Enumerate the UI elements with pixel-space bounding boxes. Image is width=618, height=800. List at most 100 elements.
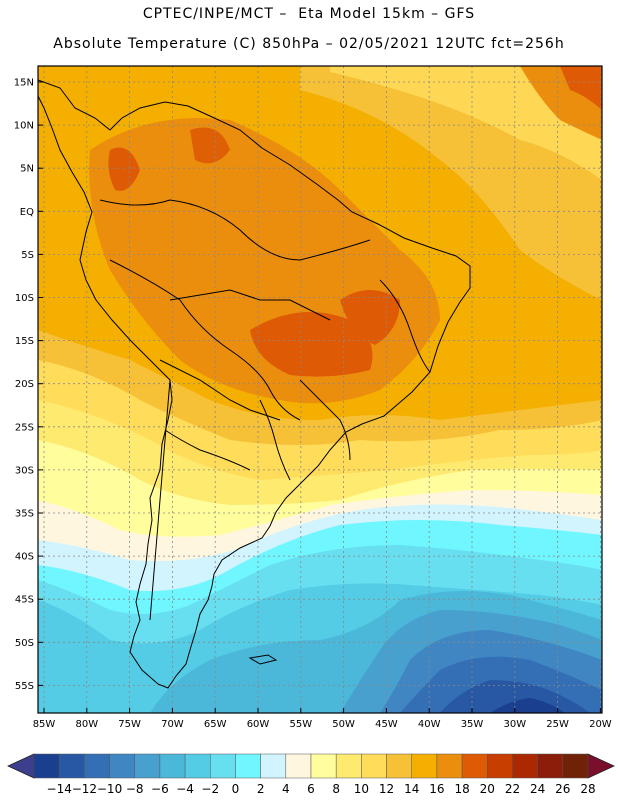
colorbar-tick-label: 2 bbox=[257, 782, 265, 796]
colorbar-swatch bbox=[562, 753, 589, 779]
lat-tick-label: 45S bbox=[15, 595, 34, 606]
colorbar-swatch bbox=[436, 753, 463, 779]
lon-tick-label: 20W bbox=[589, 719, 612, 730]
lat-tick-label: 40S bbox=[15, 552, 34, 563]
country-border-6 bbox=[149, 379, 171, 621]
coastlines-and-borders bbox=[38, 79, 471, 689]
field-hotspot-central-brazil bbox=[250, 312, 373, 377]
colorbar-tick-label: 24 bbox=[530, 782, 545, 796]
colorbar-swatch bbox=[512, 753, 538, 779]
lon-tick-label: 25W bbox=[546, 719, 569, 730]
lon-tick-label: 40W bbox=[418, 719, 441, 730]
lat-tick-label: EQ bbox=[20, 207, 34, 218]
country-border-2 bbox=[109, 259, 301, 421]
colorbar-tick-label: 4 bbox=[282, 782, 290, 796]
colorbar-tick-label: 12 bbox=[379, 782, 394, 796]
colorbar-tick-label: −12 bbox=[72, 782, 97, 796]
colorbar-swatch bbox=[361, 753, 387, 779]
colorbar-swatch bbox=[235, 753, 261, 779]
colorbar-tick-label: −6 bbox=[151, 782, 169, 796]
map-frame bbox=[37, 65, 603, 714]
colorbar-tick-label: 0 bbox=[232, 782, 240, 796]
colorbar-tick-label: 28 bbox=[580, 782, 595, 796]
field-hotspot-colombia bbox=[108, 147, 140, 191]
map-title-line-1: CPTEC/INPE/MCT – Eta Model 15km – GFS bbox=[142, 6, 476, 22]
colorbar-low-arrow bbox=[7, 753, 35, 779]
colorbar-tick-label: −2 bbox=[201, 782, 219, 796]
lat-tick-label: 10S bbox=[15, 293, 34, 304]
lon-tick-label: 80W bbox=[75, 719, 98, 730]
colorbar-swatch bbox=[487, 753, 513, 779]
lat-tick-label: 35S bbox=[15, 509, 34, 520]
country-border-4 bbox=[159, 359, 281, 421]
lat-tick-label: 5S bbox=[21, 250, 34, 261]
falklands bbox=[248, 654, 278, 665]
lon-tick-label: 30W bbox=[503, 719, 526, 730]
lon-tick-label: 55W bbox=[289, 719, 312, 730]
colorbar-swatch bbox=[109, 753, 135, 779]
country-border-9 bbox=[379, 279, 431, 373]
colorbar-tick-label: 10 bbox=[354, 782, 369, 796]
colorbar-swatch bbox=[134, 753, 161, 779]
field-hotspot-east-brazil bbox=[340, 290, 400, 345]
colorbar-swatch bbox=[461, 753, 488, 779]
colorbar-tick-label: 20 bbox=[480, 782, 495, 796]
lat-tick-label: 10N bbox=[14, 121, 34, 132]
field-band-14-16 bbox=[330, 66, 602, 180]
south-america-coastline bbox=[38, 79, 471, 689]
lon-tick-label: 35W bbox=[461, 719, 484, 730]
lat-tick-label: 20S bbox=[15, 379, 34, 390]
colorbar-swatch bbox=[335, 753, 362, 779]
colorbar-swatch bbox=[58, 753, 85, 779]
colorbar-swatch bbox=[159, 753, 186, 779]
lon-tick-label: 60W bbox=[247, 719, 270, 730]
map-title-line-2: Absolute Temperature (C) 850hPa – 02/05/… bbox=[53, 36, 565, 52]
colorbar-swatch bbox=[210, 753, 236, 779]
colorbar-swatch bbox=[411, 753, 438, 779]
colorbar-swatch bbox=[285, 753, 312, 779]
colorbar-tick-label: −14 bbox=[47, 782, 72, 796]
colorbar-tick-label: 16 bbox=[429, 782, 444, 796]
lon-tick-label: 85W bbox=[33, 719, 56, 730]
colorbar-tick-label: 8 bbox=[332, 782, 340, 796]
colorbar-swatch bbox=[184, 753, 211, 779]
colorbar-swatch bbox=[386, 753, 412, 779]
lat-lon-grid bbox=[38, 66, 602, 713]
colorbar-tick-label: −8 bbox=[126, 782, 144, 796]
lat-tick-label: 30S bbox=[15, 465, 34, 476]
colorbar-tick-label: −10 bbox=[97, 782, 122, 796]
colorbar-tick-label: 26 bbox=[555, 782, 570, 796]
colorbar-tick-label: −4 bbox=[176, 782, 194, 796]
field-band-minus12-minus10 bbox=[490, 698, 565, 713]
lat-tick-label: 15S bbox=[15, 336, 34, 347]
country-border-3 bbox=[169, 289, 331, 321]
temperature-field bbox=[38, 66, 602, 713]
colorbar-swatch bbox=[84, 753, 110, 779]
colorbar-swatch bbox=[260, 753, 287, 779]
lat-tick-label: 50S bbox=[15, 638, 34, 649]
lat-tick-label: 55S bbox=[15, 681, 34, 692]
colorbar-swatch bbox=[310, 753, 337, 779]
colorbar-high-arrow bbox=[587, 753, 615, 779]
country-border-5 bbox=[164, 429, 251, 471]
country-border-1 bbox=[99, 199, 371, 261]
colorbar-swatch bbox=[537, 753, 564, 779]
field-band-22-24-ne bbox=[560, 66, 602, 110]
lon-tick-label: 70W bbox=[161, 719, 184, 730]
lon-tick-label: 50W bbox=[332, 719, 355, 730]
lat-tick-label: 25S bbox=[15, 422, 34, 433]
country-border-7 bbox=[259, 399, 291, 481]
lat-tick-label: 15N bbox=[14, 78, 34, 89]
colorbar-swatch bbox=[33, 753, 60, 779]
colorbar-tick-label: 6 bbox=[307, 782, 315, 796]
lat-tick-label: 5N bbox=[20, 164, 34, 175]
lon-tick-label: 65W bbox=[204, 719, 227, 730]
lon-tick-label: 75W bbox=[118, 719, 141, 730]
colorbar-tick-label: 14 bbox=[404, 782, 419, 796]
longitude-labels: 85W 80W 75W 70W 65W 60W 55W 50W 45W 40W 35W 30W 25W 2… bbox=[33, 708, 612, 730]
lon-tick-label: 45W bbox=[375, 719, 398, 730]
field-hotspot-venezuela bbox=[190, 127, 230, 164]
colorbar-tick-label: 18 bbox=[454, 782, 469, 796]
latitude-labels: 15N 10N 5N EQ 5S 10S 15S 20S 25S 30S 35S 40S 45S 50S 5… bbox=[14, 78, 43, 692]
